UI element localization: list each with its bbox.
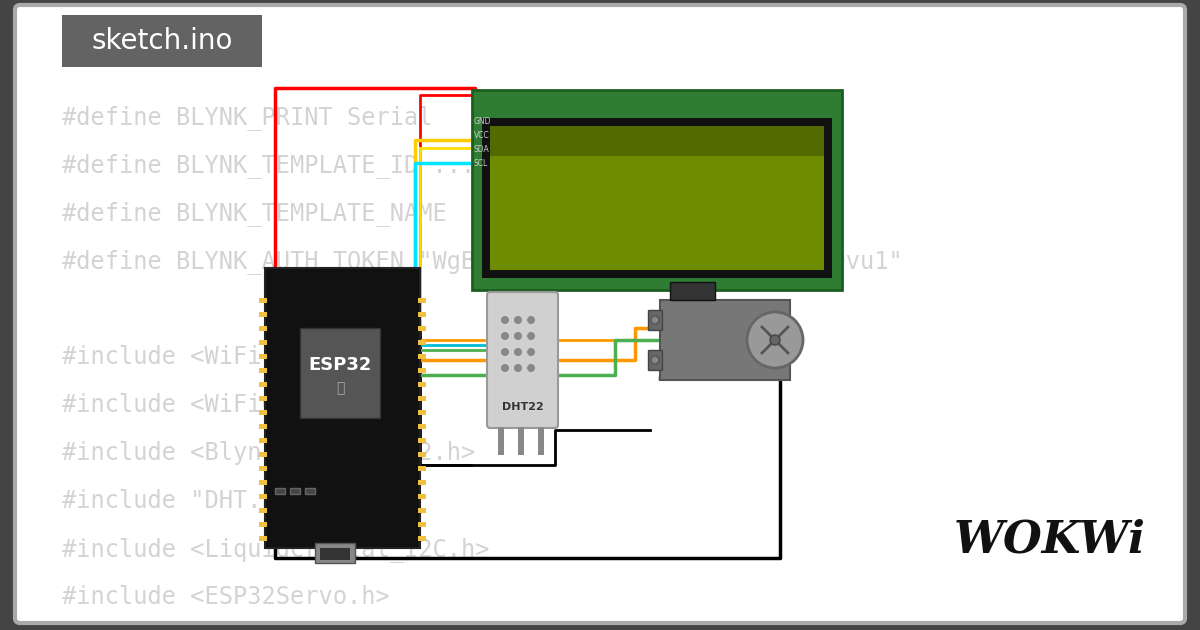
Bar [498, 427, 504, 455]
Bar [259, 508, 266, 513]
Bar [259, 326, 266, 331]
Text: DHT22: DHT22 [502, 402, 544, 412]
Circle shape [746, 312, 803, 368]
Circle shape [514, 316, 522, 324]
Circle shape [527, 332, 535, 340]
Text: 📶: 📶 [336, 381, 344, 395]
Bar [418, 452, 426, 457]
Bar [259, 466, 266, 471]
Bar [418, 368, 426, 373]
Bar [259, 452, 266, 457]
Bar [62, 15, 262, 67]
Text: #include <WiFiClient.h>: #include <WiFiClient.h> [62, 393, 390, 417]
Bar [418, 396, 426, 401]
Bar [490, 126, 824, 270]
Bar [259, 536, 266, 541]
Bar [259, 494, 266, 499]
Text: #include <BlynkSimpleEsp32.h>: #include <BlynkSimpleEsp32.h> [62, 441, 475, 465]
Bar [259, 438, 266, 443]
Bar [418, 312, 426, 317]
Bar [648, 310, 662, 330]
Bar [259, 480, 266, 485]
Bar [305, 488, 314, 494]
Bar [660, 300, 790, 380]
Circle shape [514, 332, 522, 340]
Bar [259, 298, 266, 303]
Bar [418, 494, 426, 499]
Bar [538, 427, 544, 455]
Bar [259, 522, 266, 527]
Text: #include <LiquidCrystal_I2C.h>: #include <LiquidCrystal_I2C.h> [62, 537, 490, 562]
Bar [490, 126, 824, 156]
Text: VCC: VCC [474, 132, 490, 140]
FancyBboxPatch shape [487, 292, 558, 428]
Circle shape [514, 348, 522, 356]
Text: ESP32: ESP32 [308, 356, 372, 374]
Circle shape [770, 335, 780, 345]
FancyBboxPatch shape [14, 5, 1186, 623]
Text: #define BLYNK_TEMPLATE_ID ...: #define BLYNK_TEMPLATE_ID ... [62, 153, 475, 178]
Bar [418, 424, 426, 429]
Circle shape [527, 316, 535, 324]
Bar [259, 396, 266, 401]
Bar [265, 268, 420, 548]
Bar [418, 340, 426, 345]
Bar [418, 298, 426, 303]
Circle shape [502, 364, 509, 372]
Bar [518, 427, 524, 455]
Text: #define BLYNK_TEMPLATE_NAME                "ardiansyah": #define BLYNK_TEMPLATE_NAME "ardiansyah" [62, 201, 846, 226]
Bar [259, 312, 266, 317]
Text: #include <WiFi.h>: #include <WiFi.h> [62, 345, 305, 369]
Bar [290, 488, 300, 494]
Bar [300, 328, 380, 418]
Circle shape [527, 348, 535, 356]
Bar [648, 350, 662, 370]
Text: SDA: SDA [474, 146, 490, 154]
Text: #define BLYNK_AUTH_TOKEN "WgB0bID5BNx20vjwdTPMVaG1fLEZDvu1": #define BLYNK_AUTH_TOKEN "WgB0bID5BNx20v… [62, 249, 902, 274]
Bar [482, 118, 832, 278]
Bar [275, 488, 286, 494]
Bar [418, 480, 426, 485]
Bar [472, 90, 842, 290]
Circle shape [650, 356, 659, 364]
Bar [670, 282, 715, 300]
Bar [418, 354, 426, 359]
Bar [320, 548, 350, 560]
Text: SCL: SCL [474, 159, 488, 168]
Bar [314, 543, 355, 563]
Bar [259, 354, 266, 359]
Text: #include "DHT.h": #include "DHT.h" [62, 489, 290, 513]
Circle shape [502, 348, 509, 356]
Text: sketch.ino: sketch.ino [91, 27, 233, 55]
Bar [259, 410, 266, 415]
Circle shape [502, 316, 509, 324]
Bar [418, 410, 426, 415]
Bar [418, 508, 426, 513]
Circle shape [502, 332, 509, 340]
Text: #include <ESP32Servo.h>: #include <ESP32Servo.h> [62, 585, 390, 609]
Bar [418, 536, 426, 541]
Circle shape [650, 316, 659, 324]
Bar [418, 466, 426, 471]
Bar [259, 340, 266, 345]
Bar [418, 382, 426, 387]
Bar [259, 424, 266, 429]
Bar [259, 382, 266, 387]
Circle shape [514, 364, 522, 372]
Bar [418, 326, 426, 331]
Text: GND: GND [474, 118, 492, 127]
Circle shape [527, 364, 535, 372]
Text: #define BLYNK_PRINT Serial: #define BLYNK_PRINT Serial [62, 105, 432, 130]
Bar [418, 438, 426, 443]
Bar [418, 522, 426, 527]
Bar [259, 368, 266, 373]
Text: WOKWi: WOKWi [954, 518, 1146, 561]
